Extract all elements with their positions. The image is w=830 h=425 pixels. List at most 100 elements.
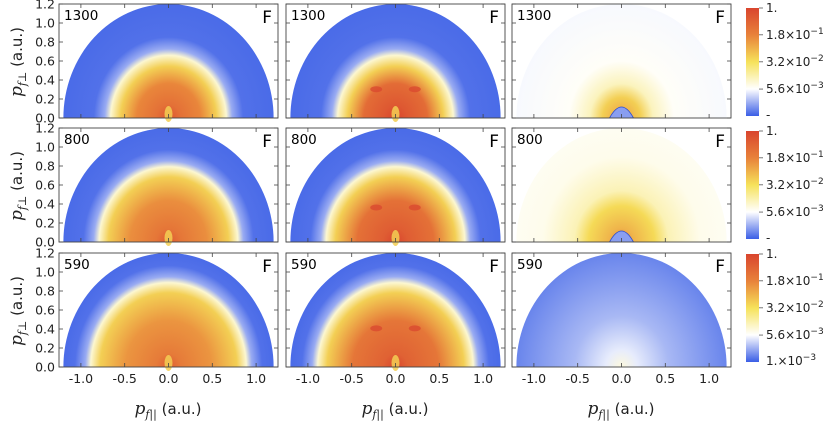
y-axis-label-2: pf⊥ (a.u.) — [7, 151, 29, 221]
x-tick-label: 0.5 — [429, 371, 449, 386]
row-label: 800 — [64, 132, 90, 148]
panel-tag: F — [489, 8, 499, 28]
heatmap-semicircle — [63, 128, 274, 242]
y-tick-label: 0.8 — [35, 284, 55, 299]
colorbar-tick-label: 3.2×10−2 — [766, 54, 824, 69]
y-tick-label: 0.6 — [35, 303, 55, 318]
row-label: 1300 — [517, 8, 551, 24]
colorbar-tick-label: 5.6×10−3 — [766, 327, 824, 342]
hotspot-2 — [408, 204, 421, 211]
hotspot-1 — [370, 204, 383, 211]
row-label: 590 — [64, 257, 90, 273]
panel-r2-c1: 0.0 0.2 0.4 0.6 0.8 1.0 1.2 800 F — [35, 121, 279, 250]
colorbar-gradient — [746, 254, 759, 362]
heatmap-semicircle — [290, 128, 501, 242]
hotspot-1 — [370, 86, 383, 93]
x-tick-label: 0.0 — [386, 371, 406, 386]
panel-r1-c3: 1300 F — [511, 3, 732, 119]
y-tick-label: 1.0 — [35, 16, 55, 31]
panel-tag: F — [262, 257, 272, 277]
y-tick-label: 0.4 — [35, 197, 55, 212]
y-axis-label-3: pf⊥ (a.u.) — [7, 276, 29, 346]
colorbar-tick-label: 1. — [766, 124, 777, 138]
y-tick-label: 0.2 — [35, 341, 55, 356]
colorbar-tick-label: 1.8×10−1 — [766, 150, 824, 165]
y-tick-label: 0.6 — [35, 178, 55, 193]
x-tick-label: 1.0 — [246, 371, 266, 386]
panel-r2-c3: 800 F — [511, 127, 732, 243]
y-tick-label: 1.2 — [35, 246, 55, 261]
y-tick-label: 0.4 — [35, 322, 55, 337]
x-tick-label: 1.0 — [699, 371, 719, 386]
colorbar-tick-label: 1. — [766, 1, 777, 15]
colorbar-tick-label: 5.6×10−3 — [766, 204, 824, 219]
panel-r3-c3: -1.0 -0.5 0.0 0.5 1.0 590 F — [511, 252, 732, 386]
row-label: 590 — [291, 257, 317, 273]
y-tick-label: 1.0 — [35, 265, 55, 280]
y-tick-label: 0.2 — [35, 92, 55, 107]
panel-r2-c2: 800 F — [285, 127, 506, 246]
x-tick-label: 0.5 — [202, 371, 222, 386]
heatmap-semicircle — [516, 128, 727, 242]
colorbar-tick-label: 3.2×10−2 — [766, 177, 824, 192]
panel-tag: F — [489, 257, 499, 277]
panel-r3-c1: -1.0 -0.5 0.0 0.5 1.0 0.0 0.2 0.4 0.6 0.8 1.0 1.2 59… — [35, 246, 279, 386]
panel-tag: F — [715, 257, 725, 277]
y-tick-label: 0.6 — [35, 54, 55, 69]
colorbar-tick-label: 5.6×10−3 — [766, 81, 824, 96]
panel-tag: F — [715, 8, 725, 28]
axis-labels: pf|| (a.u.) pf|| (a.u.) pf|| (a.u.) pf⊥ (a.… — [7, 27, 655, 422]
x-tick-label: 1.0 — [473, 371, 493, 386]
y-tick-label: 0.0 — [35, 360, 55, 375]
row-label: 1300 — [64, 8, 98, 24]
row-label: 1300 — [291, 8, 325, 24]
y-tick-label: 0.8 — [35, 35, 55, 50]
y-tick-label: 0.0 — [35, 235, 55, 250]
colorbar-bottom-label: - — [766, 231, 770, 245]
y-tick-label: 0.2 — [35, 216, 55, 231]
colorbar-2: 1. 1.8×10−1 3.2×10−2 5.6×10−3 - — [746, 124, 824, 245]
panel-r1-c2: 1300 F — [285, 3, 506, 122]
panel-tag: F — [262, 8, 272, 28]
x-axis-label-1: pf|| (a.u.) — [134, 399, 201, 422]
row-label: 800 — [291, 132, 317, 148]
x-axis-label-2: pf|| (a.u.) — [361, 399, 428, 422]
panel-tag: F — [489, 132, 499, 152]
panel-r3-c2: -1.0 -0.5 0.0 0.5 1.0 590 F — [285, 252, 506, 386]
colorbars: 1. 1.8×10−1 3.2×10−2 5.6×10−3 - 1. 1.8×10−1 3.2… — [746, 1, 824, 368]
colorbar-bottom-label: 1.×10−3 — [766, 353, 816, 368]
x-tick-label: -0.5 — [566, 371, 590, 386]
x-tick-label: 0.5 — [655, 371, 675, 386]
x-tick-label: 0.0 — [159, 371, 179, 386]
row-label: 800 — [517, 132, 543, 148]
x-tick-label: -1.0 — [296, 371, 320, 386]
hotspot-2 — [408, 86, 421, 93]
y-tick-label: 0.0 — [35, 111, 55, 126]
panel-r1-c1: 0.0 0.2 0.4 0.6 0.8 1.0 1.2 1300 F — [35, 0, 279, 126]
heatmap-semicircle — [516, 4, 727, 118]
central-lobe — [609, 106, 634, 119]
colorbar-tick-label: 1.8×10−1 — [766, 27, 824, 42]
panel-tag: F — [262, 132, 272, 152]
colorbar-tick-label: 3.2×10−2 — [766, 300, 824, 315]
y-tick-label: 1.0 — [35, 140, 55, 155]
colorbar-1: 1. 1.8×10−1 3.2×10−2 5.6×10−3 - — [746, 1, 824, 122]
y-tick-label: 1.2 — [35, 0, 55, 12]
heatmap-semicircle — [63, 4, 274, 118]
x-tick-label: -1.0 — [69, 371, 93, 386]
row-label: 590 — [517, 257, 543, 273]
x-tick-label: -0.5 — [113, 371, 137, 386]
central-lobe — [609, 230, 634, 243]
colorbar-3: 1. 1.8×10−1 3.2×10−2 5.6×10−3 1.×10−3 — [746, 247, 824, 368]
y-tick-label: 0.8 — [35, 159, 55, 174]
x-axis-label-3: pf|| (a.u.) — [587, 399, 654, 422]
y-axis-label-1: pf⊥ (a.u.) — [7, 27, 29, 97]
y-tick-label: 0.4 — [35, 73, 55, 88]
panel-tag: F — [715, 132, 725, 152]
colorbar-tick-label: 1. — [766, 247, 777, 261]
heatmap-semicircle — [63, 253, 274, 367]
heatmap-semicircle — [290, 4, 501, 118]
x-tick-label: 0.0 — [612, 371, 632, 386]
